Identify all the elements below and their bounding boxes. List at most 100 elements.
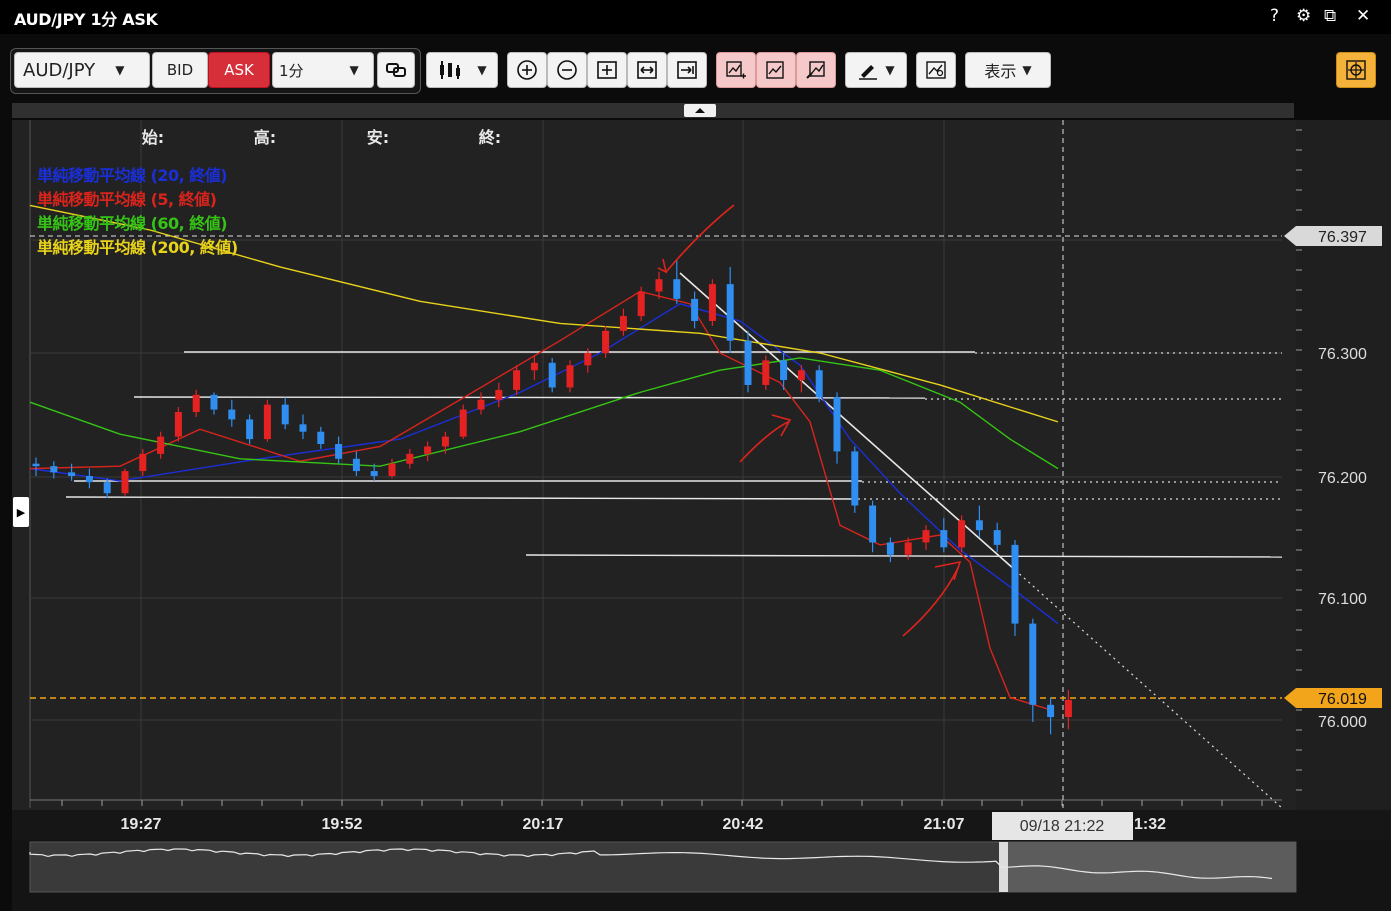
candle-body: [157, 436, 165, 454]
candle-body: [370, 471, 378, 476]
view-menu-button[interactable]: 表示 ▼: [965, 52, 1051, 88]
candle-body: [833, 397, 841, 452]
chart-area[interactable]: 76.397 76.300 76.200 76.100 76.019 76.000 19:2…: [0, 100, 1391, 911]
annotation-arrow: [739, 421, 789, 463]
candle-body: [869, 505, 877, 543]
candle-body: [584, 353, 592, 366]
ohlc-label: 終:: [479, 128, 501, 147]
cursor-time-box: [992, 812, 1133, 840]
ask-button[interactable]: ASK: [208, 52, 270, 88]
candle-body: [121, 471, 129, 494]
price-label: 76.100: [1318, 591, 1367, 608]
support-line: [65, 496, 859, 500]
candle-body: [103, 482, 111, 494]
zoom-out-button[interactable]: [547, 52, 587, 88]
annotation-arrow-head: [771, 414, 792, 437]
price-label-box: [1284, 688, 1382, 708]
candle-body: [406, 453, 414, 464]
candle-body: [975, 520, 983, 531]
candle-body: [815, 370, 823, 398]
price-label: 76.019: [1318, 691, 1367, 708]
plot-background: [12, 120, 1296, 810]
add-indicator-button[interactable]: [716, 52, 756, 88]
candle-body: [174, 412, 182, 437]
price-label-box: [1284, 226, 1382, 246]
crosshair-button[interactable]: [1336, 52, 1376, 88]
crosshair-icon: [1346, 60, 1366, 80]
expand-horizontal-icon: [637, 61, 657, 79]
help-icon[interactable]: ?: [1270, 6, 1280, 26]
chevron-down-icon: ▼: [1022, 63, 1032, 77]
top-scroll-bar: [12, 103, 1294, 118]
ohlc-label: 安:: [367, 128, 389, 147]
candle-body: [762, 360, 770, 385]
candle-body: [459, 409, 467, 437]
pair-value: AUD/JPY: [23, 59, 96, 81]
link-icon: [386, 63, 406, 77]
time-label: 20:42: [723, 816, 764, 833]
expand-horizontal-button[interactable]: [627, 52, 667, 88]
fit-button[interactable]: [587, 52, 627, 88]
chart-type-select[interactable]: ▼: [426, 52, 498, 88]
candle-body: [637, 291, 645, 317]
remove-indicator-button[interactable]: [796, 52, 836, 88]
candle-body: [139, 453, 147, 472]
candle-body: [958, 520, 966, 548]
pencil-icon: [859, 65, 878, 80]
chevron-down-icon: ▼: [885, 63, 895, 77]
candle-body: [673, 279, 681, 299]
candle-body: [726, 284, 734, 341]
candle-body: [602, 330, 610, 353]
candle-body: [797, 370, 805, 381]
candle-body: [851, 451, 859, 506]
ma-200-line: [29, 204, 1059, 423]
settings-icon[interactable]: ⚙: [1296, 6, 1312, 26]
close-icon[interactable]: ✕: [1356, 6, 1371, 26]
restore-icon[interactable]: ⧉: [1324, 6, 1337, 26]
time-axis: [12, 810, 1391, 840]
candle-body: [210, 394, 218, 410]
price-label: 76.300: [1318, 346, 1367, 363]
candle-body: [68, 472, 76, 476]
candle-body: [744, 340, 752, 385]
side-panel-toggle[interactable]: ▶: [13, 497, 29, 527]
support-line: [133, 396, 926, 399]
annotation-arrow-head: [934, 560, 962, 581]
timeframe-select[interactable]: 1分 ▼: [272, 52, 374, 88]
candle-body: [335, 444, 343, 459]
chevron-right-icon: ▶: [16, 505, 26, 519]
link-button[interactable]: [377, 52, 415, 88]
chart-settings-icon: [926, 61, 946, 79]
candle-body: [708, 284, 716, 322]
price-label: 76.200: [1318, 470, 1367, 487]
chart-settings-button[interactable]: [916, 52, 956, 88]
chevron-down-icon: ▼: [477, 63, 487, 77]
candle-body: [993, 530, 1001, 545]
candle-body: [85, 476, 93, 483]
timeframe-value: 1分: [279, 61, 304, 80]
edit-indicator-button[interactable]: [756, 52, 796, 88]
pair-select[interactable]: AUD/JPY ▼: [14, 52, 150, 88]
fit-icon: [597, 61, 617, 79]
drawing-tools-select[interactable]: ▼: [845, 52, 907, 88]
remove-indicator-icon: [806, 61, 825, 79]
candle-body: [192, 394, 200, 413]
edit-indicator-icon: [766, 61, 784, 79]
candle-body: [263, 404, 271, 440]
cursor-time-label: 09/18 21:22: [1020, 818, 1105, 835]
candle-body: [1011, 544, 1019, 624]
support-line: [525, 554, 1283, 558]
candle-body: [228, 409, 236, 420]
candle-body: [619, 316, 627, 331]
zoom-in-button[interactable]: [507, 52, 547, 88]
candle-body: [780, 360, 788, 381]
zoom-out-icon: [557, 60, 577, 80]
candle-body: [352, 458, 360, 472]
scroll-latest-button[interactable]: [667, 52, 707, 88]
time-label: 19:52: [322, 816, 363, 833]
annotation-arrow-head: [657, 258, 668, 274]
candle-body: [922, 530, 930, 543]
bid-button[interactable]: BID: [152, 52, 208, 88]
candle-body: [886, 542, 894, 555]
